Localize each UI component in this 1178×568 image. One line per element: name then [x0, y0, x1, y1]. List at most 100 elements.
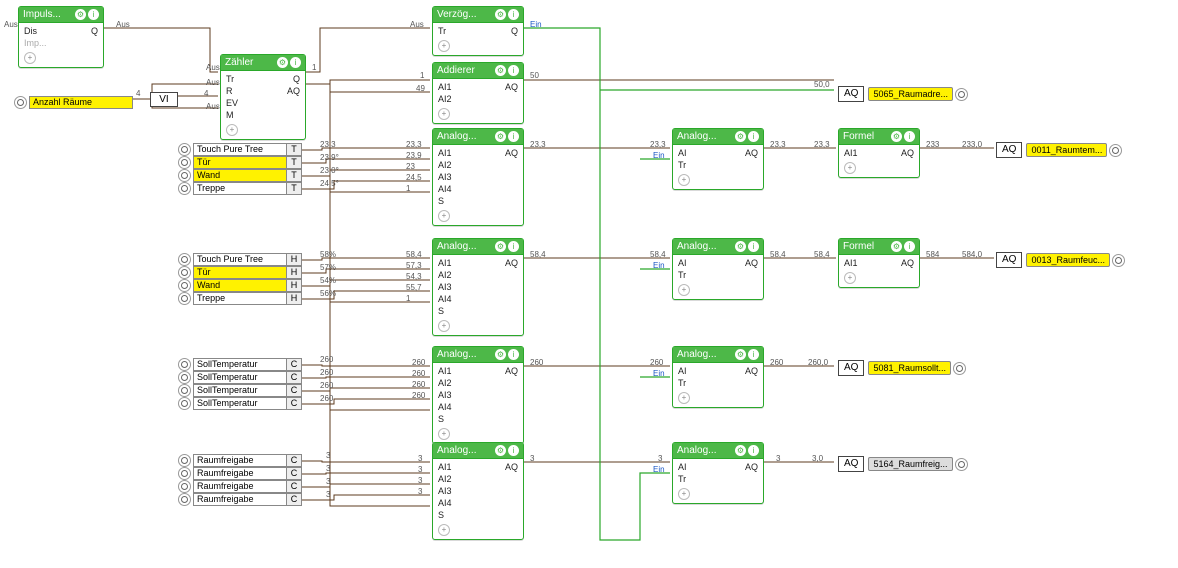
input-tag[interactable]: TürT: [178, 156, 302, 169]
port-in[interactable]: S: [438, 414, 452, 425]
port-in[interactable]: AI1: [438, 462, 452, 473]
port-in[interactable]: AI3: [438, 282, 452, 293]
port-in[interactable]: AI: [678, 148, 690, 159]
port-out[interactable]: AQ: [745, 366, 758, 377]
add-port-icon[interactable]: +: [438, 320, 450, 332]
port-in[interactable]: AI2: [438, 270, 452, 281]
port-out[interactable]: AQ: [901, 148, 914, 159]
port-in[interactable]: Tr: [678, 270, 690, 281]
input-tag[interactable]: SollTemperaturC: [178, 397, 302, 410]
port-in[interactable]: AI1: [438, 148, 452, 159]
add-port-icon[interactable]: +: [678, 284, 690, 296]
block-impuls[interactable]: Impuls...⚙iDisImp...+Q: [18, 6, 104, 68]
port-in[interactable]: EV: [226, 98, 238, 109]
output-tag[interactable]: AQ0013_Raumfeuc...: [996, 252, 1125, 268]
input-tag[interactable]: WandT: [178, 169, 302, 182]
info-icon[interactable]: i: [904, 241, 915, 252]
input-tag[interactable]: RaumfreigabeC: [178, 493, 302, 506]
port-in[interactable]: Tr: [678, 378, 690, 389]
port-in[interactable]: AI2: [438, 474, 452, 485]
connector-icon[interactable]: [14, 96, 27, 109]
add-port-icon[interactable]: +: [438, 108, 450, 120]
input-tag[interactable]: WandH: [178, 279, 302, 292]
info-icon[interactable]: i: [748, 349, 759, 360]
add-port-icon[interactable]: +: [438, 40, 450, 52]
port-in[interactable]: S: [438, 306, 452, 317]
connector-icon[interactable]: [178, 156, 191, 169]
add-port-icon[interactable]: +: [24, 52, 36, 64]
gear-icon[interactable]: ⚙: [735, 349, 746, 360]
port-in[interactable]: Tr: [438, 26, 450, 37]
port-in[interactable]: AI4: [438, 294, 452, 305]
add-port-icon[interactable]: +: [678, 174, 690, 186]
aq-box[interactable]: AQ: [838, 360, 864, 376]
info-icon[interactable]: i: [508, 445, 519, 456]
gear-icon[interactable]: ⚙: [891, 131, 902, 142]
block-formel2[interactable]: Formel⚙iAI1+AQ: [838, 238, 920, 288]
input-tag[interactable]: RaumfreigabeC: [178, 454, 302, 467]
connector-icon[interactable]: [178, 493, 191, 506]
block-analog1b[interactable]: Analog...⚙iAITr+AQ: [672, 128, 764, 190]
gear-icon[interactable]: ⚙: [495, 131, 506, 142]
port-out[interactable]: AQ: [287, 86, 300, 97]
input-tag[interactable]: SollTemperaturC: [178, 358, 302, 371]
connector-icon[interactable]: [178, 279, 191, 292]
add-port-icon[interactable]: +: [438, 524, 450, 536]
info-icon[interactable]: i: [748, 241, 759, 252]
info-icon[interactable]: i: [508, 349, 519, 360]
connector-icon[interactable]: [178, 143, 191, 156]
gear-icon[interactable]: ⚙: [735, 445, 746, 456]
port-out[interactable]: Q: [287, 74, 300, 85]
add-port-icon[interactable]: +: [844, 272, 856, 284]
block-analog4[interactable]: Analog...⚙iAI1AI2AI3AI4S+AQ: [432, 442, 524, 540]
gear-icon[interactable]: ⚙: [277, 57, 288, 68]
port-out[interactable]: AQ: [505, 258, 518, 269]
add-port-icon[interactable]: +: [226, 124, 238, 136]
block-addierer[interactable]: Addierer⚙iAI1AI2+AQ: [432, 62, 524, 124]
aq-box[interactable]: AQ: [838, 86, 864, 102]
port-out[interactable]: Q: [511, 26, 518, 37]
info-icon[interactable]: i: [748, 131, 759, 142]
gear-icon[interactable]: ⚙: [495, 349, 506, 360]
gear-icon[interactable]: ⚙: [735, 241, 746, 252]
block-analog2[interactable]: Analog...⚙iAI1AI2AI3AI4S+AQ: [432, 238, 524, 336]
aq-box[interactable]: AQ: [996, 142, 1022, 158]
info-icon[interactable]: i: [748, 445, 759, 456]
gear-icon[interactable]: ⚙: [891, 241, 902, 252]
info-icon[interactable]: i: [508, 9, 519, 20]
connector-icon[interactable]: [178, 266, 191, 279]
input-tag[interactable]: TreppeH: [178, 292, 302, 305]
port-in[interactable]: AI3: [438, 172, 452, 183]
info-icon[interactable]: i: [508, 241, 519, 252]
block-analog1[interactable]: Analog...⚙iAI1AI2AI3AI4S+AQ: [432, 128, 524, 226]
connector-icon[interactable]: [178, 467, 191, 480]
port-in[interactable]: AI1: [438, 366, 452, 377]
gear-icon[interactable]: ⚙: [75, 9, 86, 20]
connector-icon[interactable]: [955, 458, 968, 471]
port-in[interactable]: AI3: [438, 486, 452, 497]
connector-icon[interactable]: [178, 292, 191, 305]
input-tag[interactable]: RaumfreigabeC: [178, 480, 302, 493]
info-icon[interactable]: i: [904, 131, 915, 142]
port-out[interactable]: AQ: [505, 82, 518, 93]
block-analog4b[interactable]: Analog...⚙iAITr+AQ: [672, 442, 764, 504]
connector-icon[interactable]: [178, 182, 191, 195]
port-out[interactable]: AQ: [745, 462, 758, 473]
port-out[interactable]: AQ: [505, 462, 518, 473]
port-in[interactable]: AI4: [438, 402, 452, 413]
input-tag[interactable]: Anzahl Räume: [14, 96, 133, 109]
input-tag[interactable]: Touch Pure TreeH: [178, 253, 302, 266]
connector-icon[interactable]: [178, 397, 191, 410]
connector-icon[interactable]: [178, 454, 191, 467]
connector-icon[interactable]: [178, 253, 191, 266]
gear-icon[interactable]: ⚙: [735, 131, 746, 142]
port-out[interactable]: AQ: [505, 148, 518, 159]
input-tag[interactable]: SollTemperaturC: [178, 384, 302, 397]
port-in[interactable]: AI4: [438, 184, 452, 195]
port-in[interactable]: Tr: [226, 74, 238, 85]
info-icon[interactable]: i: [508, 131, 519, 142]
info-icon[interactable]: i: [290, 57, 301, 68]
add-port-icon[interactable]: +: [438, 428, 450, 440]
gear-icon[interactable]: ⚙: [495, 65, 506, 76]
connector-icon[interactable]: [178, 169, 191, 182]
